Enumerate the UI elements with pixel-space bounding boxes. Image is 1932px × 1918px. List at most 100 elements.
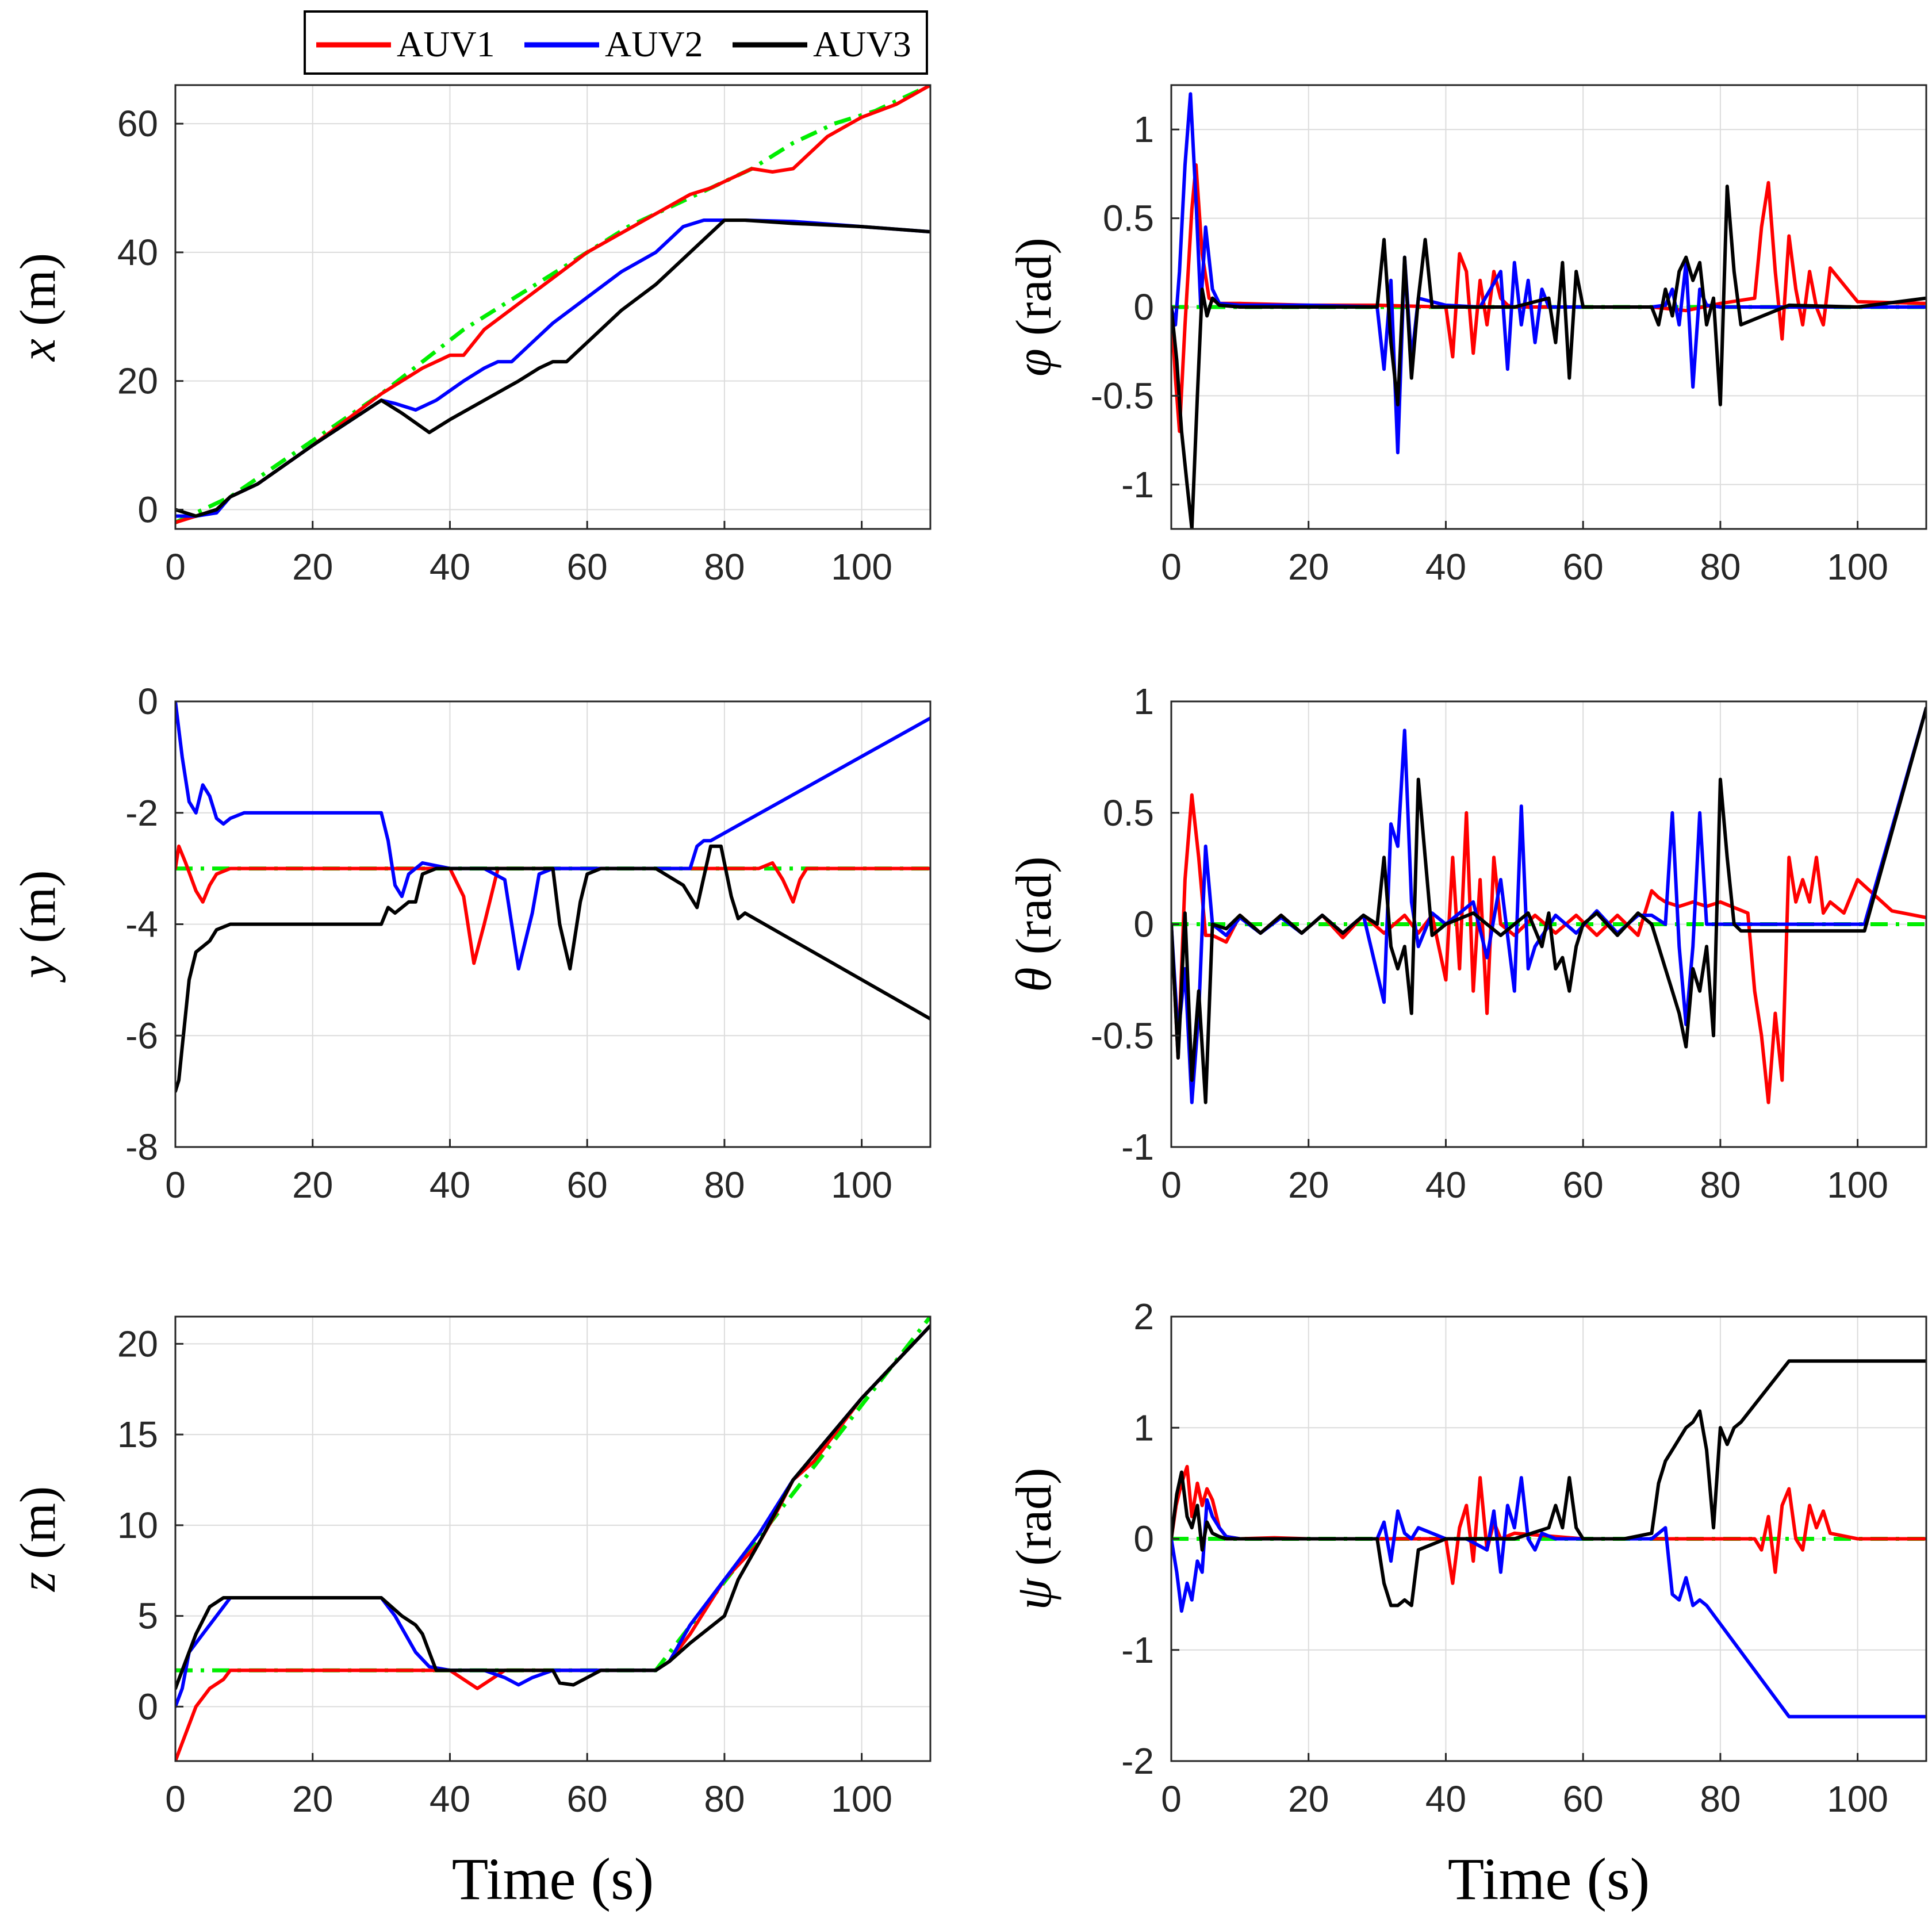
x-tick-label: 100	[1827, 1778, 1888, 1820]
y-axis-label-x: x (m)	[10, 253, 66, 362]
y-tick-label: -4	[125, 904, 158, 945]
y-tick-label: 0.5	[1103, 198, 1154, 239]
series-group-theta	[1171, 706, 1926, 1104]
y-tick-label: 0.5	[1103, 792, 1154, 834]
y-tick-label: -6	[125, 1015, 158, 1056]
x-tick-label: 20	[292, 546, 333, 588]
series-group-phi	[1171, 92, 1926, 529]
x-tick-label: 100	[1827, 1164, 1888, 1206]
y-tick-label: -8	[125, 1126, 158, 1168]
legend-label-auv3: AUV3	[813, 24, 911, 64]
y-tick-label: -0.5	[1091, 375, 1154, 416]
subplot-phi: 0 20 40 60 80 100 -1 -0.5 0 0.5 1 φ (rad)	[1006, 84, 1927, 588]
series-line-auv3-psi	[1171, 1359, 1926, 1608]
y-tick-label: 0	[1133, 904, 1154, 945]
y-tick-label: 20	[117, 1323, 158, 1364]
series-group-x	[175, 85, 930, 524]
x-tick-label: 0	[1161, 1778, 1182, 1820]
y-tick-label: 0	[137, 489, 158, 530]
x-tick-label: 0	[1161, 1164, 1182, 1206]
y-axis-label-unit: (rad)	[1006, 237, 1062, 348]
x-tick-label: 20	[292, 1778, 333, 1820]
x-tick-label: 60	[567, 1164, 608, 1206]
series-line-auv2-psi	[1171, 1476, 1926, 1718]
subplot-psi: 0 20 40 60 80 100 -2 -1 0 1 2 ψ (rad) Time (s)	[1006, 1296, 1927, 1912]
x-tick-label: 40	[1425, 546, 1466, 588]
series-group-psi	[1171, 1359, 1926, 1718]
x-tick-label: 40	[430, 546, 470, 588]
y-axis-label-phi: φ (rad)	[1006, 237, 1062, 377]
y-axis-label-unit: (rad)	[1006, 856, 1062, 967]
x-tick-label: 0	[1161, 546, 1182, 588]
series-group-z	[175, 1317, 930, 1761]
x-tick-label: 60	[567, 1778, 608, 1820]
x-tick-label: 40	[430, 1778, 470, 1820]
series-group-y	[175, 701, 930, 1094]
y-tick-label: 0	[137, 681, 158, 722]
y-tick-label: 10	[117, 1505, 158, 1546]
y-axis-label-symbol: z	[10, 1572, 66, 1592]
y-tick-label: 0	[137, 1686, 158, 1727]
y-axis-label-theta: θ (rad)	[1006, 856, 1062, 992]
legend: AUV1 AUV2 AUV3	[304, 10, 928, 75]
y-tick-label: -2	[125, 792, 158, 834]
x-axis-label-z: Time (s)	[452, 1846, 654, 1912]
series-line-auv3-phi	[1171, 185, 1926, 529]
axes-box-z	[174, 1315, 931, 1762]
y-tick-label: -1	[1121, 1629, 1154, 1671]
x-tick-label: 40	[1425, 1164, 1466, 1206]
x-tick-label: 80	[704, 1778, 745, 1820]
x-tick-label: 100	[831, 1164, 892, 1206]
y-axis-label-symbol: φ	[1006, 348, 1062, 377]
x-tick-label: 100	[831, 546, 892, 588]
y-tick-label: 1	[1133, 1407, 1154, 1448]
y-axis-label-unit: (m)	[10, 1486, 66, 1572]
x-tick-label: 0	[165, 1164, 186, 1206]
series-line-auv2-z	[175, 1324, 930, 1709]
y-tick-label: -1	[1121, 1126, 1154, 1168]
x-tick-label: 20	[1288, 546, 1329, 588]
x-tick-label: 100	[831, 1778, 892, 1820]
series-line-auv2-phi	[1171, 92, 1926, 455]
y-tick-label: -1	[1121, 464, 1154, 505]
series-line-auv3-x	[175, 218, 930, 518]
x-tick-label: 100	[1827, 546, 1888, 588]
subplot-x: 0 20 40 60 80 100 0 20 40 60 x (m)	[10, 84, 931, 588]
x-tick-label: 20	[1288, 1778, 1329, 1820]
x-tick-label: 60	[1563, 546, 1604, 588]
x-axis-label-psi: Time (s)	[1448, 1846, 1650, 1912]
y-axis-label-symbol: θ	[1006, 967, 1062, 992]
y-tick-label: 0	[1133, 1518, 1154, 1560]
subplot-z: 0 20 40 60 80 100 0 5 10 15 20 z (m) Time (s)	[10, 1315, 931, 1912]
x-tick-label: 80	[704, 546, 745, 588]
x-tick-label: 0	[165, 1778, 186, 1820]
legend-box	[304, 10, 928, 75]
y-axis-label-unit: (m)	[10, 253, 66, 339]
x-tick-label: 60	[567, 546, 608, 588]
x-tick-label: 80	[704, 1164, 745, 1206]
y-tick-label: 1	[1133, 109, 1154, 150]
x-tick-label: 80	[1700, 1778, 1741, 1820]
y-tick-label: -2	[1121, 1740, 1154, 1782]
x-tick-label: 40	[1425, 1778, 1466, 1820]
y-tick-label: 15	[117, 1414, 158, 1455]
series-line-auv1-y	[175, 844, 930, 965]
x-tick-label: 80	[1700, 1164, 1741, 1206]
axes-box-x	[174, 84, 931, 530]
y-tick-label: 2	[1133, 1296, 1154, 1337]
y-axis-label-psi: ψ (rad)	[1006, 1468, 1062, 1610]
y-tick-label: 5	[137, 1595, 158, 1637]
legend-label-auv2: AUV2	[605, 24, 703, 64]
x-tick-label: 0	[165, 546, 186, 588]
x-tick-label: 60	[1563, 1778, 1604, 1820]
y-tick-label: 60	[117, 103, 158, 144]
series-line-auv2-theta	[1171, 706, 1926, 1104]
x-tick-label: 20	[292, 1164, 333, 1206]
x-tick-label: 20	[1288, 1164, 1329, 1206]
y-axis-label-z: z (m)	[10, 1486, 66, 1592]
y-axis-label-symbol: y	[10, 956, 66, 983]
y-tick-label: -0.5	[1091, 1015, 1154, 1056]
